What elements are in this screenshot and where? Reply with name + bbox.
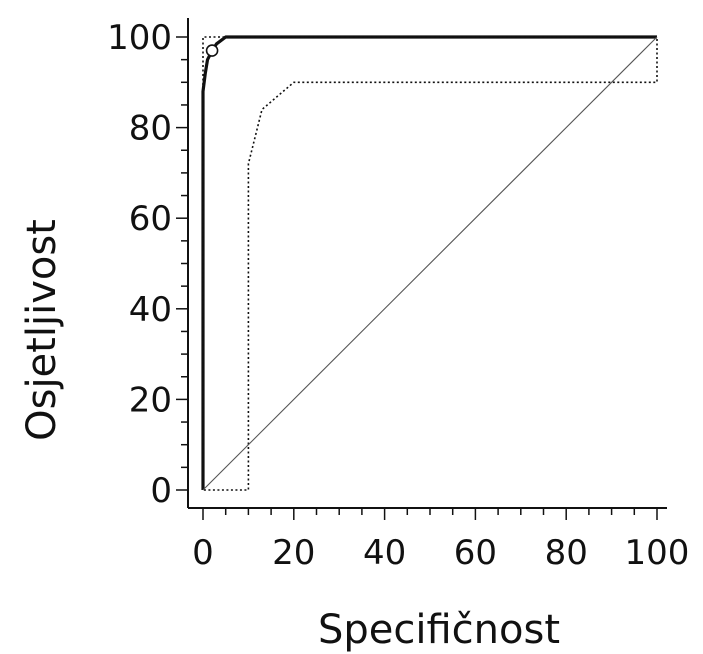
x-tick-label: 100 bbox=[625, 533, 690, 573]
cutoff-marker bbox=[205, 44, 219, 57]
reference-diagonal bbox=[202, 36, 658, 491]
x-tick-labels: 0 20 40 60 80 100 bbox=[192, 533, 689, 573]
y-tick-label: 20 bbox=[129, 380, 172, 420]
series-layer bbox=[201, 35, 658, 491]
y-tick-label: 60 bbox=[129, 199, 172, 239]
y-tick-label: 40 bbox=[129, 290, 172, 330]
x-axis-title: Specifičnost bbox=[318, 607, 560, 653]
x-tick-label: 60 bbox=[454, 533, 497, 573]
y-axis-title: Osjetljivost bbox=[19, 219, 65, 441]
axes bbox=[187, 18, 667, 509]
y-tick-label: 0 bbox=[150, 471, 172, 511]
x-tick-label: 40 bbox=[363, 533, 406, 573]
x-tick-label: 20 bbox=[272, 533, 315, 573]
minor-ticks bbox=[176, 36, 658, 520]
x-tick-label: 80 bbox=[545, 533, 588, 573]
x-tick-label: 0 bbox=[192, 533, 214, 573]
y-tick-label: 80 bbox=[129, 109, 172, 149]
y-tick-labels: 0 20 40 60 80 100 bbox=[107, 18, 172, 511]
y-tick-label: 100 bbox=[107, 18, 172, 58]
confidence-bounds bbox=[202, 36, 658, 491]
